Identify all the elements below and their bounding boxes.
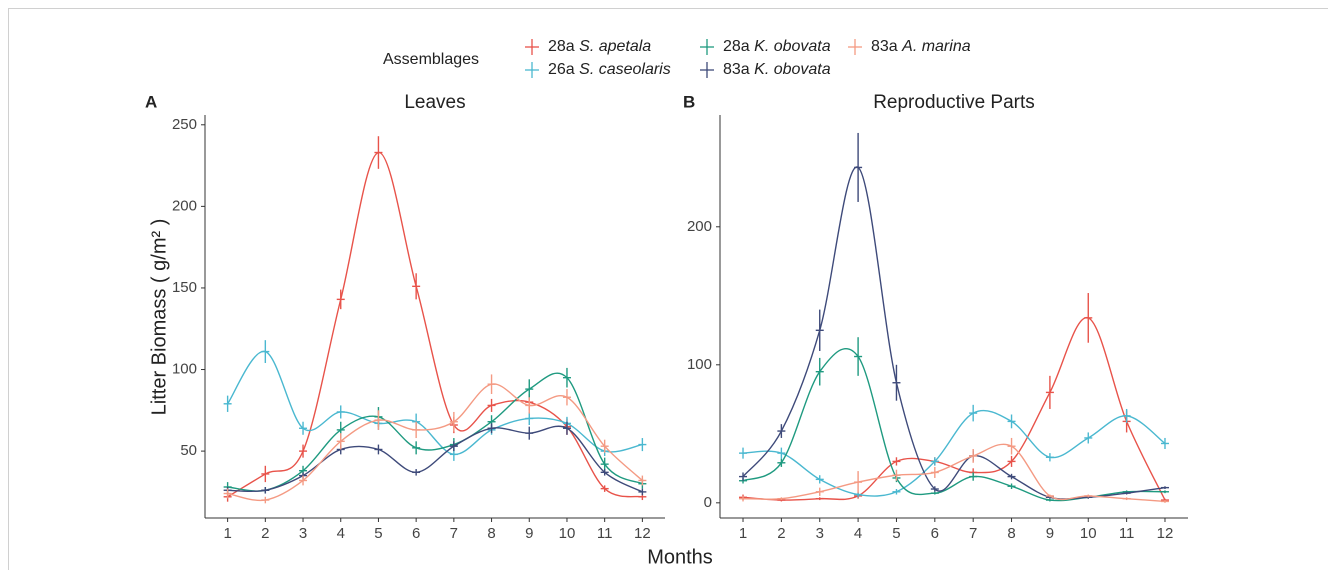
x-tick-label: 11 — [597, 525, 613, 542]
panel-label: A — [145, 92, 157, 111]
y-tick-label: 200 — [687, 218, 712, 235]
x-tick-label: 12 — [634, 525, 651, 542]
x-tick-label: 7 — [969, 525, 977, 542]
x-tick-label: 12 — [1157, 525, 1174, 542]
series-line — [742, 317, 1166, 501]
legend-label: 83a K. obovata — [723, 61, 831, 78]
y-tick-label: 200 — [172, 197, 197, 214]
panel-label: B — [683, 92, 695, 111]
series-line — [227, 383, 643, 502]
x-tick-label: 7 — [450, 525, 458, 542]
legend-title: Assemblages — [383, 51, 479, 68]
x-tick-label: 6 — [412, 525, 420, 542]
x-tick-label: 2 — [777, 525, 785, 542]
x-tick-label: 4 — [337, 525, 345, 542]
x-tick-label: 6 — [931, 525, 939, 542]
x-tick-label: 8 — [487, 525, 495, 542]
legend-label: 26a S. caseolaris — [548, 61, 671, 78]
legend-label: 83a A. marina — [871, 38, 971, 55]
x-tick-label: 2 — [261, 525, 269, 542]
series-line — [743, 443, 1166, 503]
legend-label: 28a S. apetala — [548, 38, 651, 55]
y-tick-label: 150 — [172, 279, 197, 296]
y-tick-label: 100 — [687, 356, 712, 373]
x-tick-label: 10 — [559, 525, 576, 542]
x-tick-label: 3 — [299, 525, 307, 542]
series-line — [227, 372, 643, 492]
y-tick-label: 0 — [704, 494, 712, 511]
series-line — [227, 151, 643, 498]
x-tick-label: 1 — [739, 525, 747, 542]
y-tick-label: 100 — [172, 360, 197, 377]
y-tick-label: 50 — [180, 442, 197, 459]
x-tick-label: 9 — [525, 525, 533, 542]
x-tick-label: 3 — [816, 525, 824, 542]
y-axis-label: Litter Biomass ( g/m² ) — [148, 219, 170, 416]
chart-title: Leaves — [404, 92, 465, 113]
y-tick-label: 250 — [172, 116, 197, 133]
x-tick-label: 10 — [1080, 525, 1097, 542]
x-tick-label: 8 — [1007, 525, 1015, 542]
series-line — [742, 409, 1166, 497]
chart-title: Reproductive Parts — [873, 92, 1035, 113]
x-tick-label: 5 — [374, 525, 382, 542]
legend-label: 28a K. obovata — [723, 38, 831, 55]
series-line — [227, 425, 643, 493]
x-tick-label: 1 — [223, 525, 231, 542]
x-tick-label: 9 — [1046, 525, 1054, 542]
x-tick-label: 5 — [892, 525, 900, 542]
x-axis-label: Months — [647, 546, 713, 568]
x-tick-label: 4 — [854, 525, 862, 542]
x-tick-label: 11 — [1119, 525, 1135, 542]
frame — [8, 8, 1328, 570]
series-line — [742, 166, 1166, 500]
